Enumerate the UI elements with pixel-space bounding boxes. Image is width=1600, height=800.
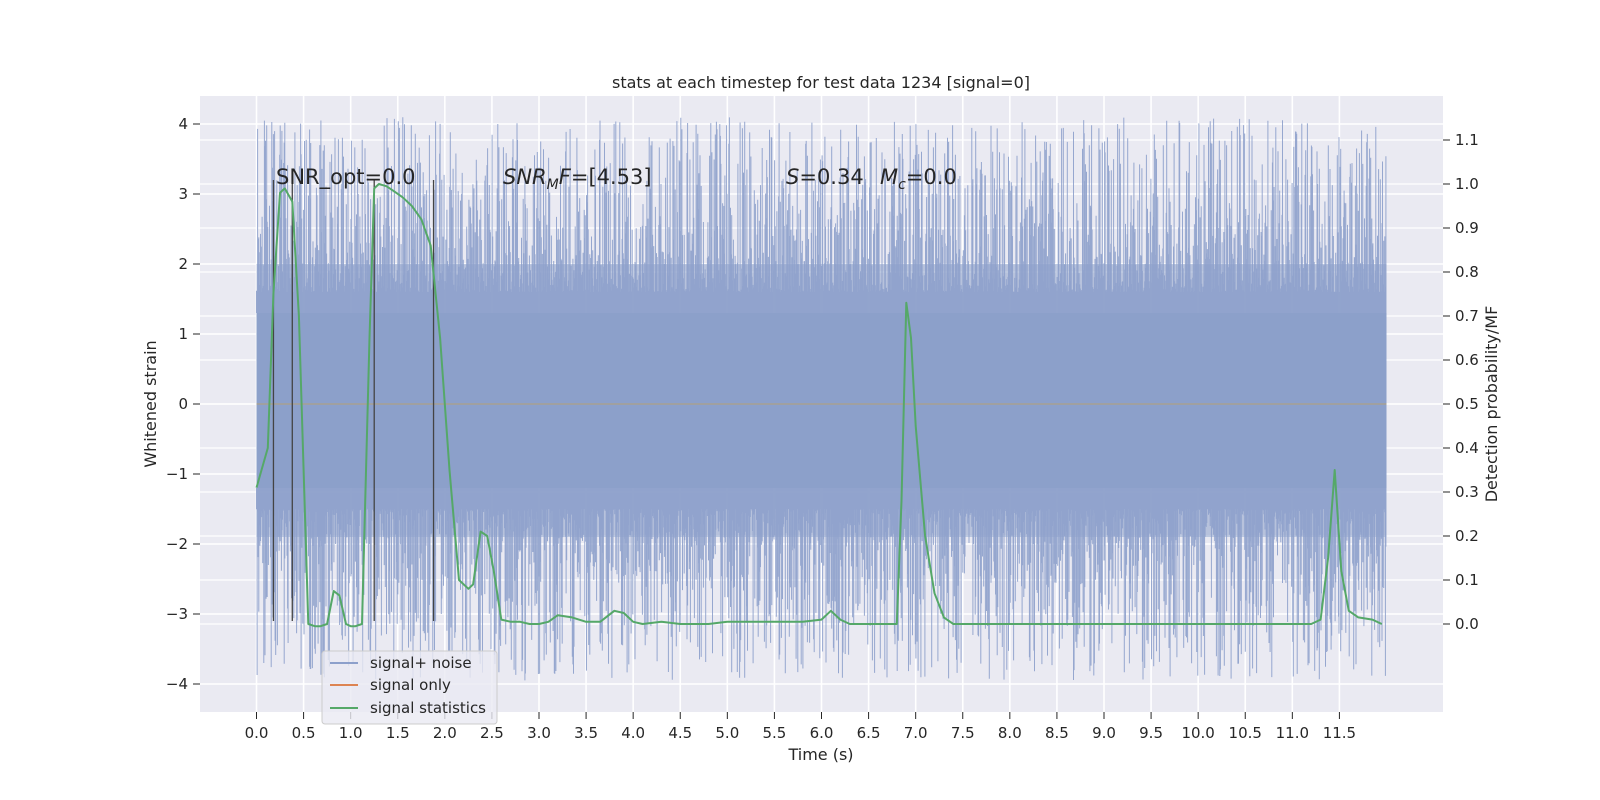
x-tick-label: 7.0 bbox=[904, 724, 928, 742]
x-tick-label: 0.0 bbox=[245, 724, 269, 742]
y2-tick-label: 0.4 bbox=[1455, 439, 1479, 457]
y-tick-label: −2 bbox=[166, 535, 188, 553]
x-tick-label: 1.0 bbox=[339, 724, 363, 742]
y2-tick-label: 1.0 bbox=[1455, 175, 1479, 193]
annotation-s-value: S=0.34 bbox=[786, 165, 864, 189]
y-tick-label: 3 bbox=[178, 185, 188, 203]
annotation-mc-value: Mc=0.0 bbox=[880, 165, 957, 193]
legend-box bbox=[321, 650, 498, 725]
x-tick-label: 0.5 bbox=[292, 724, 316, 742]
y-tick-label: −1 bbox=[166, 465, 188, 483]
y-axis-label: Whitened strain bbox=[141, 340, 160, 467]
x-tick-label: 5.5 bbox=[762, 724, 786, 742]
x-tick-label: 4.5 bbox=[668, 724, 692, 742]
x-tick-label: 8.0 bbox=[998, 724, 1022, 742]
x-tick-label: 4.0 bbox=[621, 724, 645, 742]
legend-label-statistics: signal statistics bbox=[370, 699, 486, 717]
legend-label-signal-only: signal only bbox=[370, 676, 451, 694]
x-tick-label: 3.5 bbox=[574, 724, 598, 742]
y-tick-label: 1 bbox=[178, 325, 188, 343]
legend: signal+ noise signal only signal statist… bbox=[321, 650, 498, 725]
x-tick-label: 2.5 bbox=[480, 724, 504, 742]
y-tick-label: 0 bbox=[178, 395, 188, 413]
annotation-snr-opt: SNR_opt=0.0 bbox=[276, 165, 416, 190]
y2-tick-label: 0.6 bbox=[1455, 351, 1479, 369]
x-tick-label: 11.0 bbox=[1276, 724, 1309, 742]
x-tick-label: 9.0 bbox=[1092, 724, 1116, 742]
x-tick-label: 8.5 bbox=[1045, 724, 1069, 742]
signal-statistics-series bbox=[255, 183, 1383, 628]
noise-spikes bbox=[256, 117, 1387, 681]
y2-tick-label: 1.1 bbox=[1455, 131, 1479, 149]
x-tick-label: 3.0 bbox=[527, 724, 551, 742]
x-tick-label: 10.0 bbox=[1181, 724, 1214, 742]
x-tick-label: 9.5 bbox=[1139, 724, 1163, 742]
y2-tick-label: 0.3 bbox=[1455, 483, 1479, 501]
x-axis-ticks: 0.0 0.5 1.0 1.5 2.0 2.5 3.0 3.5 4.0 4.5 5.0 5.5 6.0 6… bbox=[245, 712, 1356, 742]
y-tick-label: −4 bbox=[166, 675, 188, 693]
y-tick-label: 2 bbox=[178, 255, 188, 273]
x-tick-label: 1.5 bbox=[386, 724, 410, 742]
y2-tick-label: 0.8 bbox=[1455, 263, 1479, 281]
y-tick-label: −3 bbox=[166, 605, 188, 623]
y2-tick-label: 0.2 bbox=[1455, 527, 1479, 545]
x-tick-label: 5.0 bbox=[715, 724, 739, 742]
x-tick-label: 7.5 bbox=[951, 724, 975, 742]
vertical-markers bbox=[272, 180, 435, 621]
y2-tick-label: 0.1 bbox=[1455, 571, 1479, 589]
annotation-snr-mf: SNRMF=[4.53] bbox=[503, 165, 652, 193]
chart-title: stats at each timestep for test data 123… bbox=[612, 73, 1030, 92]
x-tick-label: 10.5 bbox=[1229, 724, 1262, 742]
y2-tick-label: 0.5 bbox=[1455, 395, 1479, 413]
x-tick-label: 2.0 bbox=[433, 724, 457, 742]
y-tick-label: 4 bbox=[178, 115, 188, 133]
x-tick-label: 11.5 bbox=[1323, 724, 1356, 742]
y2-tick-label: 0.7 bbox=[1455, 307, 1479, 325]
x-tick-label: 6.5 bbox=[857, 724, 881, 742]
statistics-line bbox=[255, 183, 1383, 628]
x-tick-label: 6.0 bbox=[810, 724, 834, 742]
y-axis-ticks: −4 −3 −2 −1 0 1 2 3 4 bbox=[166, 115, 200, 693]
y2-tick-label: 0.0 bbox=[1455, 615, 1479, 633]
legend-label-noise: signal+ noise bbox=[370, 654, 472, 672]
x-axis-label: Time (s) bbox=[787, 745, 853, 764]
y2-axis-label: Detection probability/MF bbox=[1482, 306, 1501, 503]
y2-tick-label: 0.9 bbox=[1455, 219, 1479, 237]
noise-band bbox=[256, 117, 1387, 681]
y2-axis-ticks: 0.0 0.1 0.2 0.3 0.4 0.5 0.6 0.7 0.8 0.9 1.0 1.1 bbox=[1443, 131, 1479, 633]
